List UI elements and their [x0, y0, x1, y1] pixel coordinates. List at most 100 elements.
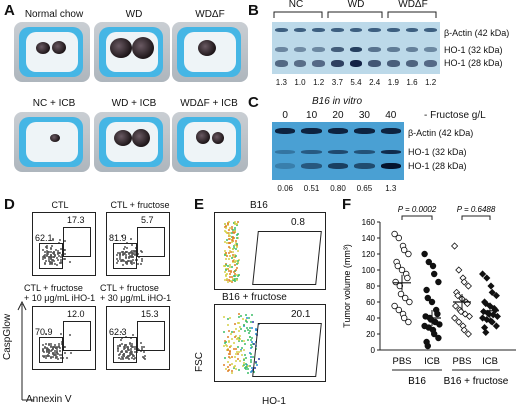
facs-event: [239, 325, 242, 328]
facs-event: [233, 348, 236, 351]
data-point: [401, 294, 409, 302]
facs-event: [117, 251, 120, 254]
facs-event: [58, 251, 61, 254]
data-point: [425, 258, 432, 266]
facs-event: [252, 356, 255, 359]
blot-c-band-ho1-28: [380, 163, 401, 169]
facs-event: [46, 246, 49, 249]
facs-event: [123, 355, 126, 358]
facs-event: [228, 351, 231, 354]
facs-event: [116, 346, 119, 349]
facs-event: [230, 226, 233, 229]
facs-event: [223, 331, 226, 334]
facs-event: [137, 348, 140, 351]
gate-ho1-positive: [252, 231, 322, 285]
facs-event: [121, 251, 124, 254]
facs-event: [234, 242, 237, 245]
facs-event: [119, 259, 122, 262]
facs-event: [141, 347, 144, 350]
facs-event: [228, 266, 231, 269]
facs-event: [55, 356, 58, 359]
facs-event: [234, 335, 236, 338]
facs-event: [227, 341, 230, 344]
facs-event: [231, 337, 234, 340]
facs-event: [252, 321, 255, 324]
facs-event: [121, 253, 124, 256]
facs-event: [236, 236, 239, 239]
blot-b-ratio: 3.7: [331, 78, 343, 87]
facs-event: [119, 257, 122, 260]
facs-event: [241, 365, 244, 367]
facs-event: [133, 262, 136, 265]
facs-event: [44, 347, 47, 350]
y-tick-label: 60: [366, 298, 375, 307]
data-point: [491, 306, 499, 314]
facs-d-plot: 70.9 12.0: [32, 306, 96, 370]
data-point: [428, 298, 436, 306]
facs-event: [231, 330, 234, 333]
facs-event: [236, 221, 239, 224]
facs-event: [134, 246, 137, 249]
facs-event: [50, 262, 53, 265]
facs-event: [226, 347, 229, 350]
blot-b-band-ho1-28: [387, 60, 400, 67]
data-point: [405, 250, 412, 258]
blot-c-label-ho1-28: HO-1 (28 kDa): [408, 161, 467, 171]
fructose-dose-label: 0: [282, 110, 288, 121]
facs-event: [130, 251, 133, 254]
data-point: [436, 321, 443, 328]
facs-event: [244, 318, 247, 321]
blot-c-band-ho1-32: [354, 150, 375, 154]
facs-event: [233, 331, 236, 334]
panel-label-f: F: [342, 196, 352, 213]
facs-event: [57, 345, 60, 348]
facs-event: [226, 223, 229, 226]
facs-event: [249, 347, 252, 350]
facs-d-right-value: 15.3: [141, 309, 159, 319]
blot-b-band-ho1-32: [387, 47, 400, 52]
facs-event: [142, 356, 145, 359]
blot-b-band-actin: [405, 28, 419, 32]
facs-event: [64, 345, 67, 348]
facs-event: [234, 275, 237, 278]
facs-event: [134, 254, 137, 257]
facs-event: [50, 255, 53, 258]
facs-event: [229, 332, 232, 335]
facs-event: [49, 257, 52, 260]
blot-b-ratio: 2.4: [369, 78, 381, 87]
facs-event: [130, 254, 133, 257]
facs-event: [228, 339, 231, 342]
facs-event: [250, 340, 253, 343]
blot-c-band-actin: [380, 128, 401, 134]
facs-event: [48, 262, 51, 265]
blot-b-band-ho1-28: [331, 60, 344, 67]
facs-event: [59, 262, 62, 265]
facs-event: [237, 313, 240, 316]
facs-event: [227, 352, 230, 355]
facs-event: [53, 260, 56, 263]
facs-event: [233, 264, 236, 267]
y-tick-label: 100: [362, 266, 376, 275]
facs-event: [223, 229, 226, 232]
facs-event: [133, 347, 136, 350]
facs-event: [228, 276, 231, 278]
facs-event: [44, 261, 47, 264]
gate-live: [113, 337, 137, 363]
facs-event: [231, 372, 234, 375]
data-point: [395, 234, 402, 242]
fructose-dose-label: 40: [385, 110, 397, 121]
facs-event: [132, 252, 134, 255]
facs-event: [64, 239, 67, 242]
facs-event: [225, 273, 228, 276]
facs-event: [52, 251, 55, 254]
facs-event: [133, 251, 136, 254]
facs-event: [55, 345, 58, 348]
facs-event: [249, 344, 252, 347]
facs-event: [56, 252, 59, 255]
facs-event: [48, 355, 51, 358]
facs-event: [226, 280, 229, 283]
facs-event: [43, 254, 46, 257]
facs-event: [234, 347, 237, 350]
facs-event: [140, 262, 143, 265]
blot-c-band-actin: [301, 128, 322, 134]
